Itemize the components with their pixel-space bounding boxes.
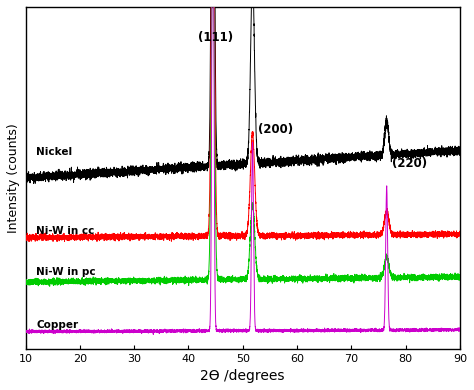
Text: (200): (200) — [258, 123, 293, 136]
Text: (220): (220) — [392, 157, 427, 170]
Text: Ni-W in cc: Ni-W in cc — [36, 226, 95, 236]
Y-axis label: Intensity (counts): Intensity (counts) — [7, 123, 20, 233]
X-axis label: 2ϴ /degrees: 2ϴ /degrees — [201, 369, 285, 383]
Text: Ni-W in pc: Ni-W in pc — [36, 267, 96, 277]
Text: Nickel: Nickel — [36, 147, 73, 157]
Text: (111): (111) — [198, 31, 233, 44]
Text: Copper: Copper — [36, 320, 79, 330]
